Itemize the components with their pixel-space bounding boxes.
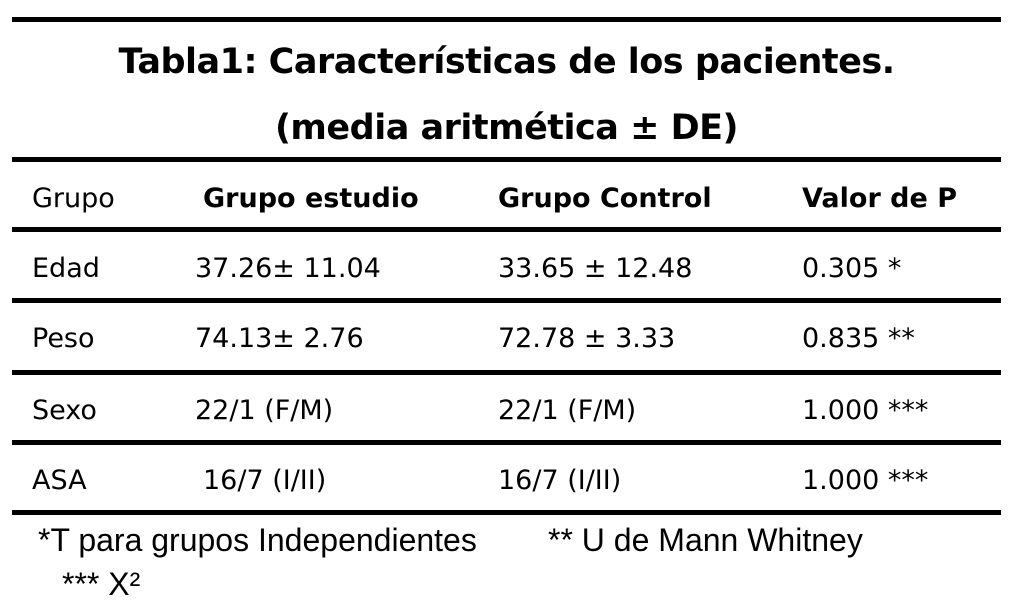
table-bottom-rule	[12, 510, 1001, 515]
row-label: Peso	[32, 323, 95, 354]
footnote-t-test: *T para grupos Independientes	[38, 522, 477, 558]
header-grupo: Grupo	[32, 183, 115, 214]
row-rule	[12, 370, 1001, 375]
header-grupo-control: Grupo Control	[498, 183, 712, 214]
row-label: Edad	[32, 253, 100, 284]
cell-p-value: 0.305 *	[802, 253, 902, 284]
cell-estudio: 16/7 (I/II)	[203, 465, 327, 496]
row-rule	[12, 298, 1001, 303]
cell-estudio: 74.13± 2.76	[195, 323, 364, 354]
footnote-mann-whitney: ** U de Mann Whitney	[548, 522, 863, 558]
footnote-chi-square: *** X²	[62, 566, 141, 602]
cell-p-value: 0.835 **	[802, 323, 915, 354]
cell-p-value: 1.000 ***	[802, 395, 929, 426]
table-subtitle: (media aritmética ± DE)	[274, 108, 739, 148]
cell-control: 33.65 ± 12.48	[498, 253, 693, 284]
table-title: Tabla1: Características de los pacientes…	[118, 42, 896, 82]
cell-estudio: 22/1 (F/M)	[195, 395, 334, 426]
header-bottom-rule	[12, 227, 1001, 232]
header-valor-p: Valor de P	[802, 183, 957, 214]
cell-estudio: 37.26± 11.04	[195, 253, 381, 284]
cell-control: 22/1 (F/M)	[498, 395, 637, 426]
cell-control: 16/7 (I/II)	[498, 465, 622, 496]
header-grupo-estudio: Grupo estudio	[203, 183, 419, 214]
row-label: ASA	[32, 465, 87, 496]
cell-control: 72.78 ± 3.33	[498, 323, 676, 354]
table-top-rule	[12, 17, 1001, 22]
cell-p-value: 1.000 ***	[802, 465, 929, 496]
header-top-rule	[12, 157, 1001, 162]
row-rule	[12, 440, 1001, 445]
row-label: Sexo	[32, 395, 97, 426]
